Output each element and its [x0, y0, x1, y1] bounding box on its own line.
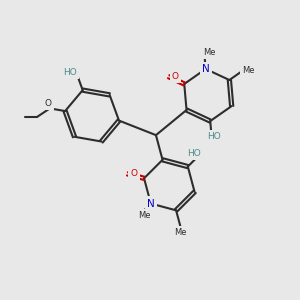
Text: N: N	[147, 199, 155, 208]
Text: Me: Me	[203, 48, 216, 57]
Text: Me: Me	[174, 228, 187, 237]
Text: O: O	[130, 169, 137, 178]
Text: HO: HO	[188, 149, 201, 158]
Text: Me: Me	[138, 211, 151, 220]
Text: O: O	[172, 72, 179, 81]
Text: HO: HO	[207, 132, 221, 141]
Text: HO: HO	[63, 68, 77, 77]
Text: N: N	[202, 64, 210, 74]
Text: Me: Me	[242, 66, 254, 75]
Text: O: O	[45, 98, 52, 107]
